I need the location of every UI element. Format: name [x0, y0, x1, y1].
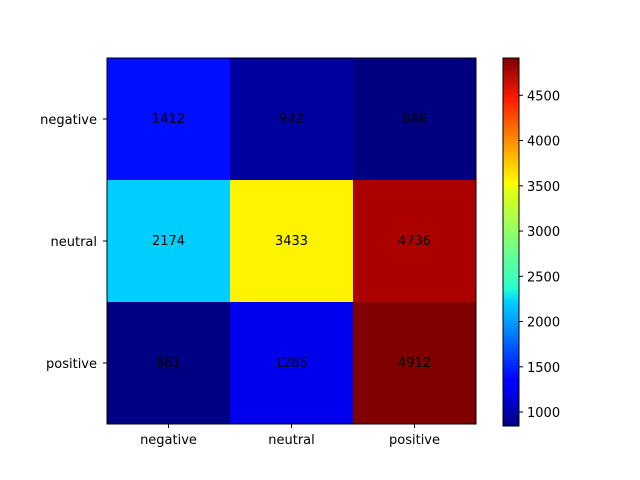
- y-axis: negative neutral positive: [40, 113, 107, 372]
- colorbar-tick-label: 3500: [527, 180, 560, 195]
- heatmap-cell: [230, 180, 354, 303]
- colorbar-tick-label: 1000: [527, 406, 560, 421]
- colorbar-tick-label: 3000: [527, 225, 560, 240]
- cell-value-label: 846: [402, 112, 427, 127]
- x-tick-label: positive: [389, 433, 440, 448]
- heatmap-cell: [353, 58, 477, 181]
- colorbar-tick-label: 4500: [527, 89, 560, 104]
- heatmap-cell: [107, 302, 231, 425]
- x-axis: negative neutral positive: [140, 424, 440, 448]
- y-tick-label: neutral: [51, 235, 98, 250]
- colorbar-gradient: [503, 58, 519, 426]
- cell-value-label: 861: [156, 356, 181, 371]
- colorbar-tick-label: 2500: [527, 270, 560, 285]
- x-tick-label: negative: [140, 433, 197, 448]
- colorbar-frame: [502, 57, 520, 427]
- cell-value-label: 3433: [275, 234, 308, 249]
- heatmap-cell: [230, 302, 354, 425]
- cell-value-label: 4736: [398, 234, 431, 249]
- heatmap-cell: [230, 58, 354, 181]
- cell-value-label: 2174: [152, 234, 185, 249]
- heatmap-cell: [353, 180, 477, 303]
- cell-value-label: 1285: [275, 356, 308, 371]
- y-tick-label: negative: [40, 113, 97, 128]
- cell-value-label: 4912: [398, 356, 431, 371]
- colorbar-tick-label: 1500: [527, 361, 560, 376]
- cell-value-label: 1412: [152, 112, 185, 127]
- heatmap-plot: 1412 972 846 2174 3433 4736 861 1285 4912: [106, 57, 477, 425]
- colorbar: 1000 1500 2000 2500 3000 3500 4000 4500: [502, 57, 560, 427]
- colorbar-tick-label: 4000: [527, 135, 560, 150]
- cell-value-label: 972: [279, 112, 304, 127]
- y-tick-label: positive: [46, 357, 97, 372]
- heatmap-cell: [107, 58, 231, 181]
- heatmap-cell: [107, 180, 231, 303]
- colorbar-tick-label: 2000: [527, 316, 560, 331]
- heatmap-cell: [353, 302, 477, 425]
- x-tick-label: neutral: [268, 433, 315, 448]
